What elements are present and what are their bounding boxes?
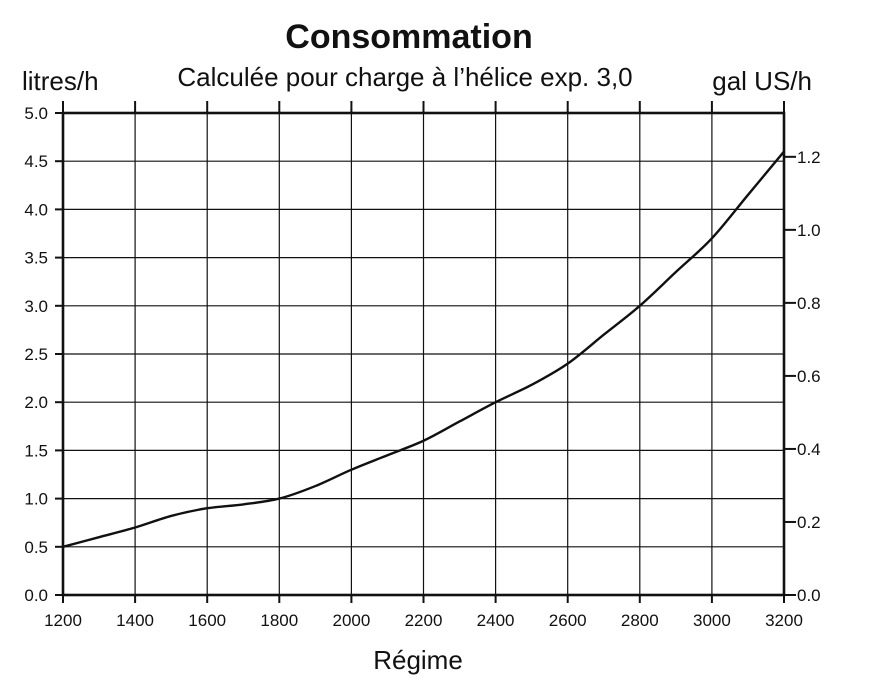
plot-area bbox=[62, 150, 785, 548]
consumption-curve bbox=[62, 150, 785, 548]
x-tick-label: 2400 bbox=[477, 611, 515, 630]
x-tick-label: 1200 bbox=[44, 611, 82, 630]
y-left-tick-label: 4.5 bbox=[24, 152, 48, 171]
y-right-tick-label: 0.8 bbox=[797, 294, 821, 313]
x-tick-label: 2000 bbox=[332, 611, 370, 630]
y-axis-right-label: gal US/h bbox=[712, 66, 812, 96]
y-right-tick-label: 0.2 bbox=[797, 513, 821, 532]
chart-subtitle: Calculée pour charge à l’hélice exp. 3,0 bbox=[177, 62, 632, 92]
axis-ticks: 1200 1400 1600 1800 2000 2200 2400 2600 2800 3000… bbox=[24, 101, 821, 630]
x-tick-label: 2600 bbox=[549, 611, 587, 630]
y-axis-left-label: litres/h bbox=[22, 66, 99, 96]
y-left-tick-label: 2.5 bbox=[24, 345, 48, 364]
y-right-tick-label: 0.6 bbox=[797, 367, 821, 386]
y-left-tick-label: 3.0 bbox=[24, 297, 48, 316]
y-right-tick-label: 0.4 bbox=[797, 440, 821, 459]
y-right-tick-label: 1.2 bbox=[797, 148, 821, 167]
x-tick-label: 2800 bbox=[621, 611, 659, 630]
y-left-tick-label: 1.5 bbox=[24, 441, 48, 460]
y-left-tick-label: 4.0 bbox=[24, 200, 48, 219]
chart-title: Consommation bbox=[285, 18, 532, 56]
y-right-tick-label: 0.0 bbox=[797, 586, 821, 605]
x-tick-label: 3000 bbox=[693, 611, 731, 630]
x-tick-label: 2200 bbox=[405, 611, 443, 630]
y-left-tick-label: 2.0 bbox=[24, 393, 48, 412]
y-left-tick-label: 5.0 bbox=[24, 104, 48, 123]
y-left-tick-label: 0.5 bbox=[24, 538, 48, 557]
x-axis-label: Régime bbox=[373, 645, 463, 675]
y-left-tick-label: 1.0 bbox=[24, 490, 48, 509]
x-tick-label: 1400 bbox=[116, 611, 154, 630]
y-right-tick-label: 1.0 bbox=[797, 221, 821, 240]
x-tick-label: 1600 bbox=[188, 611, 226, 630]
y-left-tick-label: 0.0 bbox=[24, 586, 48, 605]
x-tick-label: 1800 bbox=[260, 611, 298, 630]
grid bbox=[61, 111, 786, 597]
y-left-tick-label: 3.5 bbox=[24, 249, 48, 268]
x-tick-label: 3200 bbox=[765, 611, 803, 630]
